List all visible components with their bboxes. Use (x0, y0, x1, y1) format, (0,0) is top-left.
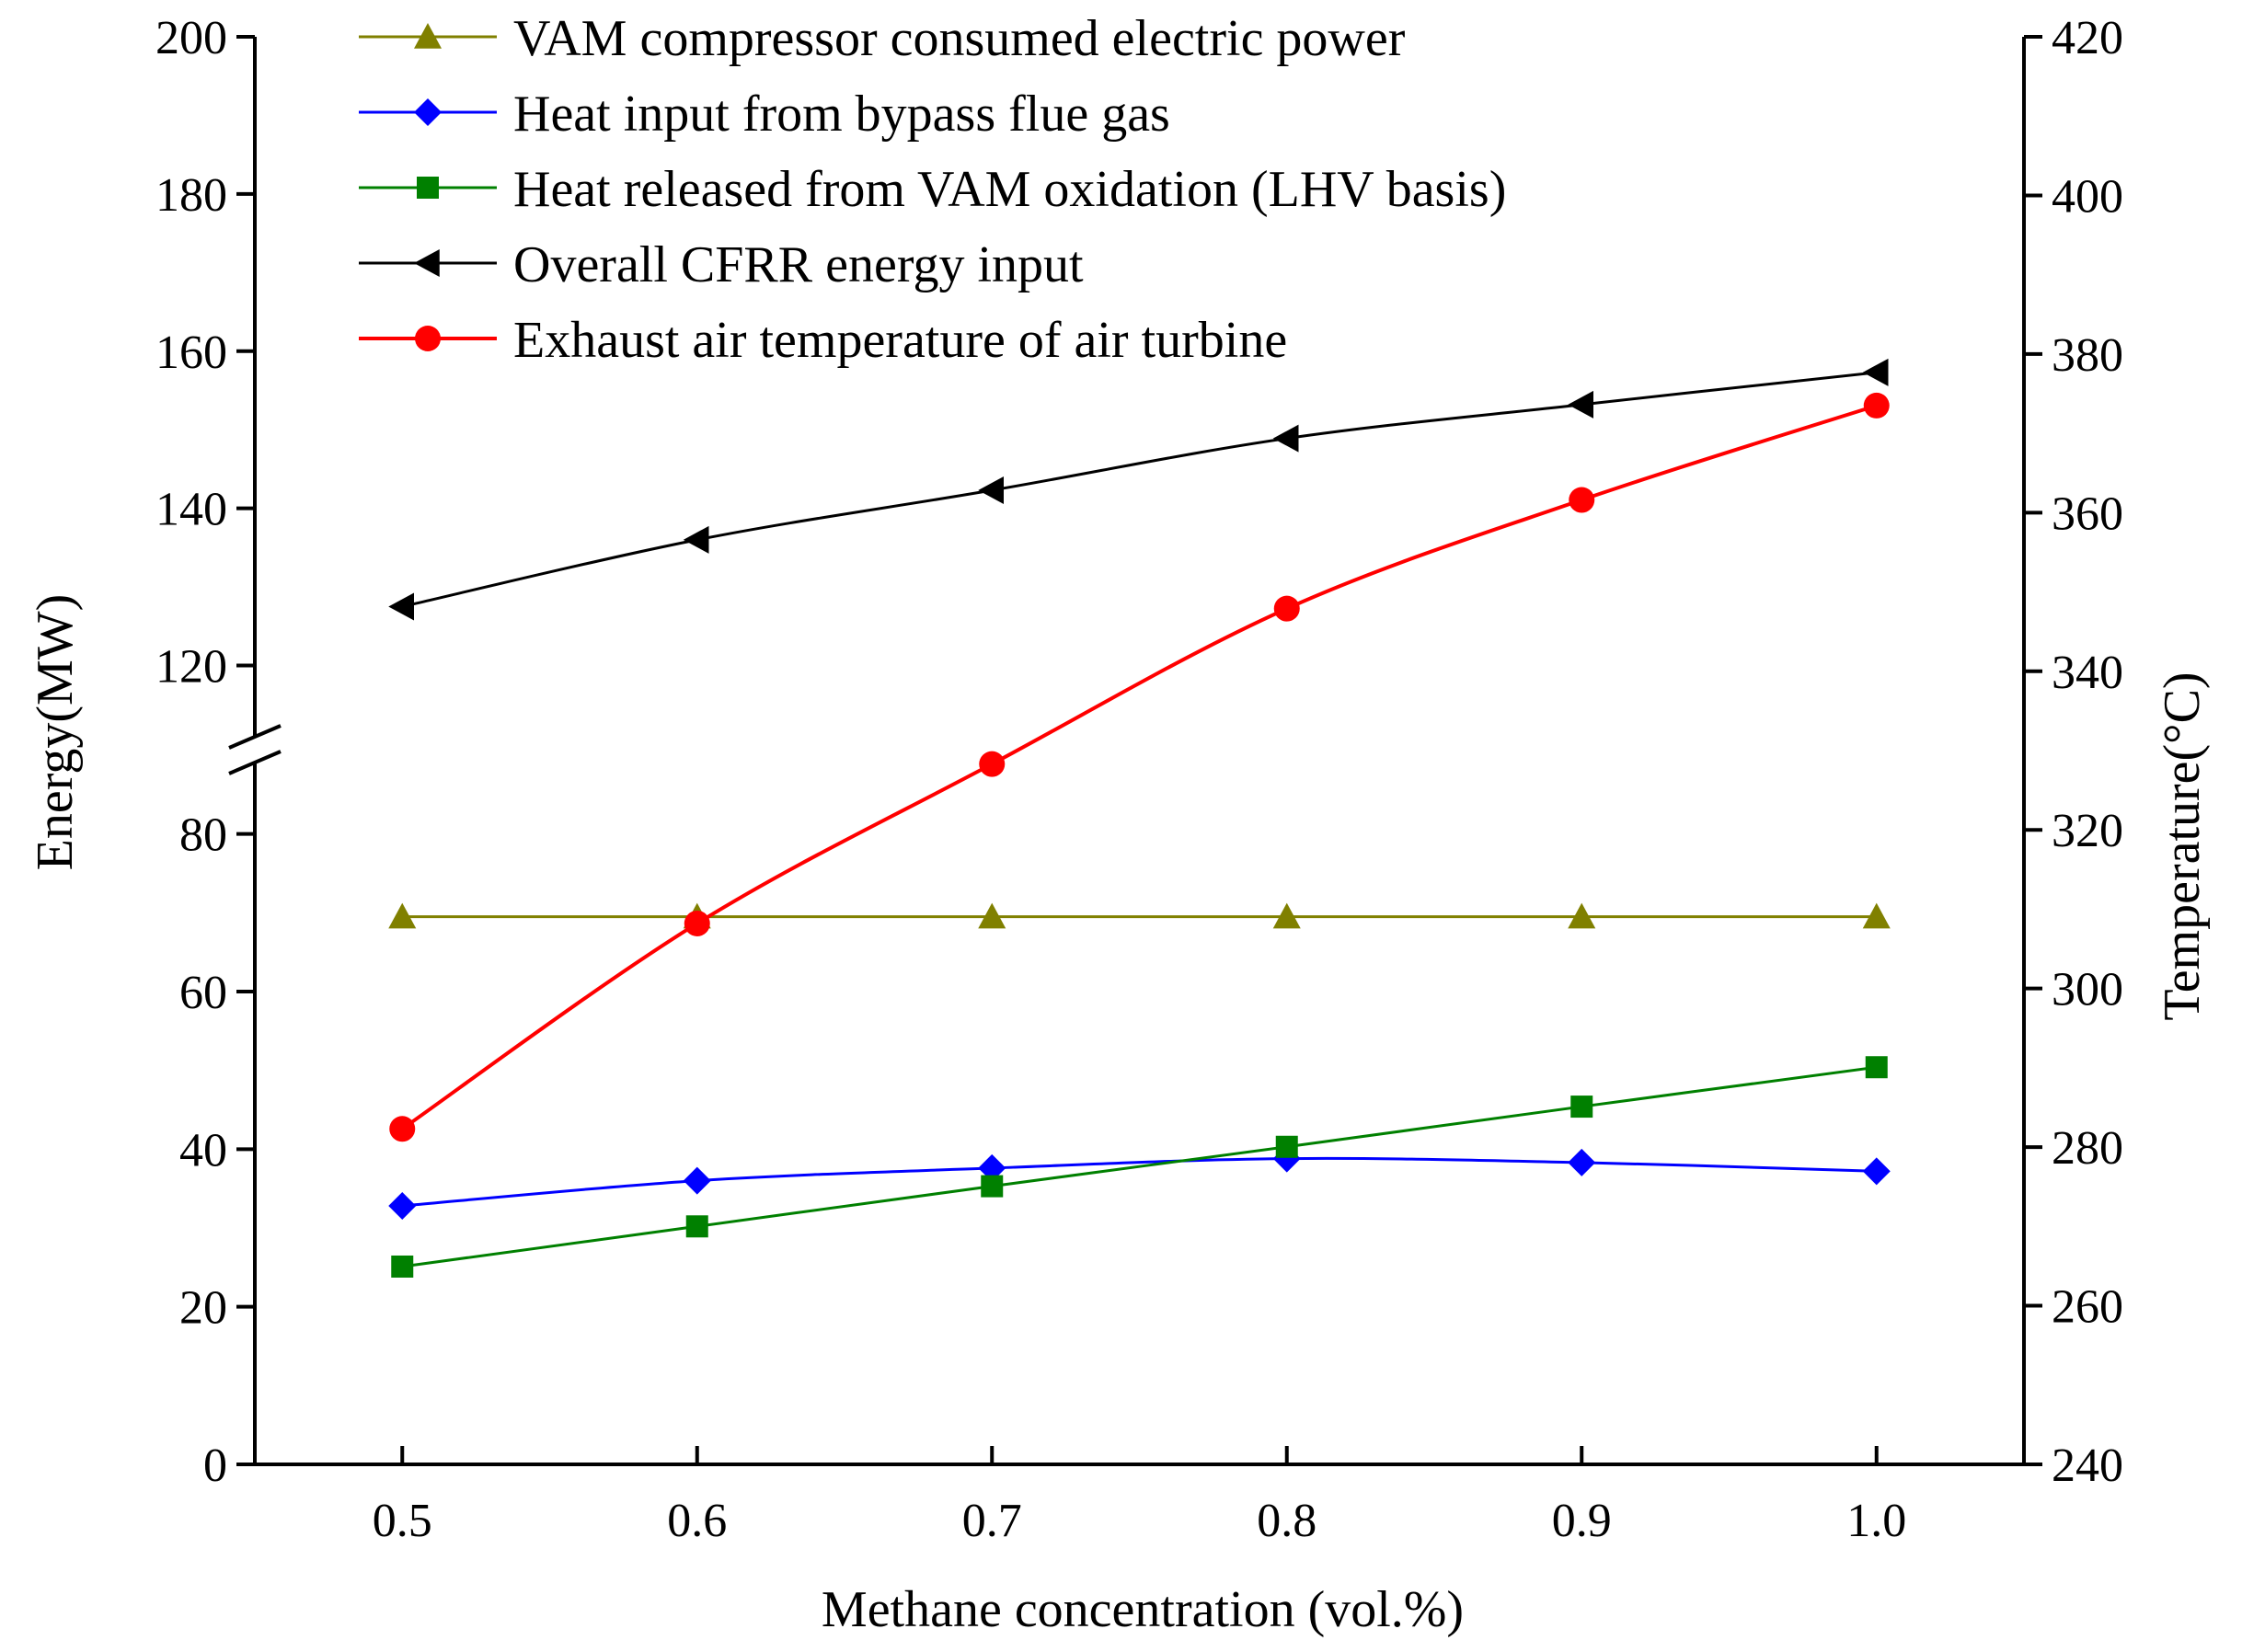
legend-label: Exhaust air temperature of air turbine (513, 312, 1287, 369)
y-tick-label: 180 (155, 169, 227, 222)
series-3 (391, 1056, 1888, 1278)
data-point (1865, 1056, 1888, 1079)
x-tick-label: 0.7 (962, 1495, 1022, 1547)
legend-label: Overall CFRR energy input (513, 236, 1084, 293)
y2-tick-label: 380 (2052, 329, 2123, 382)
y-tick-label: 80 (179, 809, 227, 862)
data-point (1568, 902, 1596, 929)
data-point (683, 525, 709, 554)
y2-tick-label: 280 (2052, 1122, 2123, 1175)
data-point (388, 902, 417, 929)
y2-tick-label: 320 (2052, 805, 2123, 857)
data-point (1862, 902, 1891, 929)
y-tick-label: 20 (179, 1282, 227, 1335)
series-line (402, 1065, 1877, 1268)
series-line (401, 404, 1878, 1130)
y-tick-label: 0 (203, 1440, 227, 1492)
legend-label: Heat released from VAM oxidation (LHV ba… (513, 161, 1506, 218)
data-point (1275, 1135, 1298, 1158)
x-tick-label: 0.8 (1257, 1495, 1316, 1547)
legend-item: VAM compressor consumed electric power (359, 10, 1406, 67)
data-point (978, 1153, 1006, 1182)
y2-tick-label: 300 (2052, 964, 2123, 1016)
axis-break-mark (228, 724, 282, 750)
data-point (1862, 1157, 1891, 1186)
legend-label: VAM compressor consumed electric power (513, 10, 1406, 67)
legend-item: Heat input from bypass flue gas (359, 86, 1170, 143)
axis-break-mark (228, 750, 282, 775)
series-2 (388, 1144, 1891, 1221)
legend-marker (414, 249, 440, 277)
data-point (1570, 1096, 1593, 1119)
data-point (1568, 390, 1593, 419)
legend-item: Overall CFRR energy input (359, 236, 1084, 293)
y-axis-title: Energy(MW) (27, 594, 84, 871)
data-point (388, 1192, 417, 1221)
data-point (683, 1166, 711, 1195)
data-point (978, 902, 1006, 929)
data-point (1568, 1148, 1596, 1176)
legend-marker (414, 98, 442, 126)
x-tick-label: 1.0 (1846, 1495, 1906, 1547)
y-tick-label: 60 (179, 967, 227, 1019)
data-point (978, 476, 1004, 505)
data-point (1863, 392, 1890, 419)
y2-tick-label: 400 (2052, 170, 2123, 223)
series-5 (389, 392, 1890, 1142)
legend-marker (414, 23, 442, 49)
data-point (1273, 595, 1300, 622)
y-tick-label: 200 (155, 12, 227, 64)
data-point (388, 592, 414, 621)
legend-item: Exhaust air temperature of air turbine (359, 312, 1287, 369)
legend-item: Heat released from VAM oxidation (LHV ba… (359, 161, 1506, 218)
y2-tick-label: 340 (2052, 647, 2123, 699)
x-tick-label: 0.5 (373, 1495, 432, 1547)
y2-tick-label: 420 (2052, 12, 2123, 64)
legend-marker (415, 326, 441, 351)
data-point (391, 1255, 414, 1278)
series-layer (388, 358, 1891, 1278)
axes: 0 20 40 60 80 120 140 160 180 200 240 260 280 300 320 3… (155, 12, 2123, 1547)
data-point (1569, 487, 1595, 513)
data-point (684, 910, 710, 936)
y2-tick-label: 360 (2052, 488, 2123, 540)
series-4 (388, 358, 1889, 621)
y2-tick-label: 260 (2052, 1281, 2123, 1334)
data-point (1272, 424, 1299, 453)
y-tick-label: 40 (179, 1124, 227, 1176)
series-line (401, 371, 1877, 608)
legend-marker (417, 177, 439, 199)
series-line (402, 1156, 1877, 1208)
series-1 (388, 902, 1891, 929)
y2-axis-title: Temperature(°C) (2154, 671, 2211, 1020)
data-point (389, 1116, 416, 1142)
data-point (1272, 902, 1301, 929)
y2-tick-label: 240 (2052, 1440, 2123, 1492)
data-point (979, 751, 1006, 777)
y-tick-label: 140 (155, 484, 227, 536)
data-point (685, 1215, 708, 1238)
legend-label: Heat input from bypass flue gas (513, 86, 1170, 143)
x-axis-title: Methane concentration (vol.%) (822, 1581, 1464, 1638)
legend: VAM compressor consumed electric power He… (359, 10, 1506, 369)
x-tick-label: 0.6 (667, 1495, 727, 1547)
y-tick-label: 160 (155, 327, 227, 379)
x-tick-label: 0.9 (1552, 1495, 1612, 1547)
data-point (1862, 358, 1889, 386)
y-tick-label: 120 (155, 641, 227, 694)
data-point (981, 1175, 1004, 1198)
